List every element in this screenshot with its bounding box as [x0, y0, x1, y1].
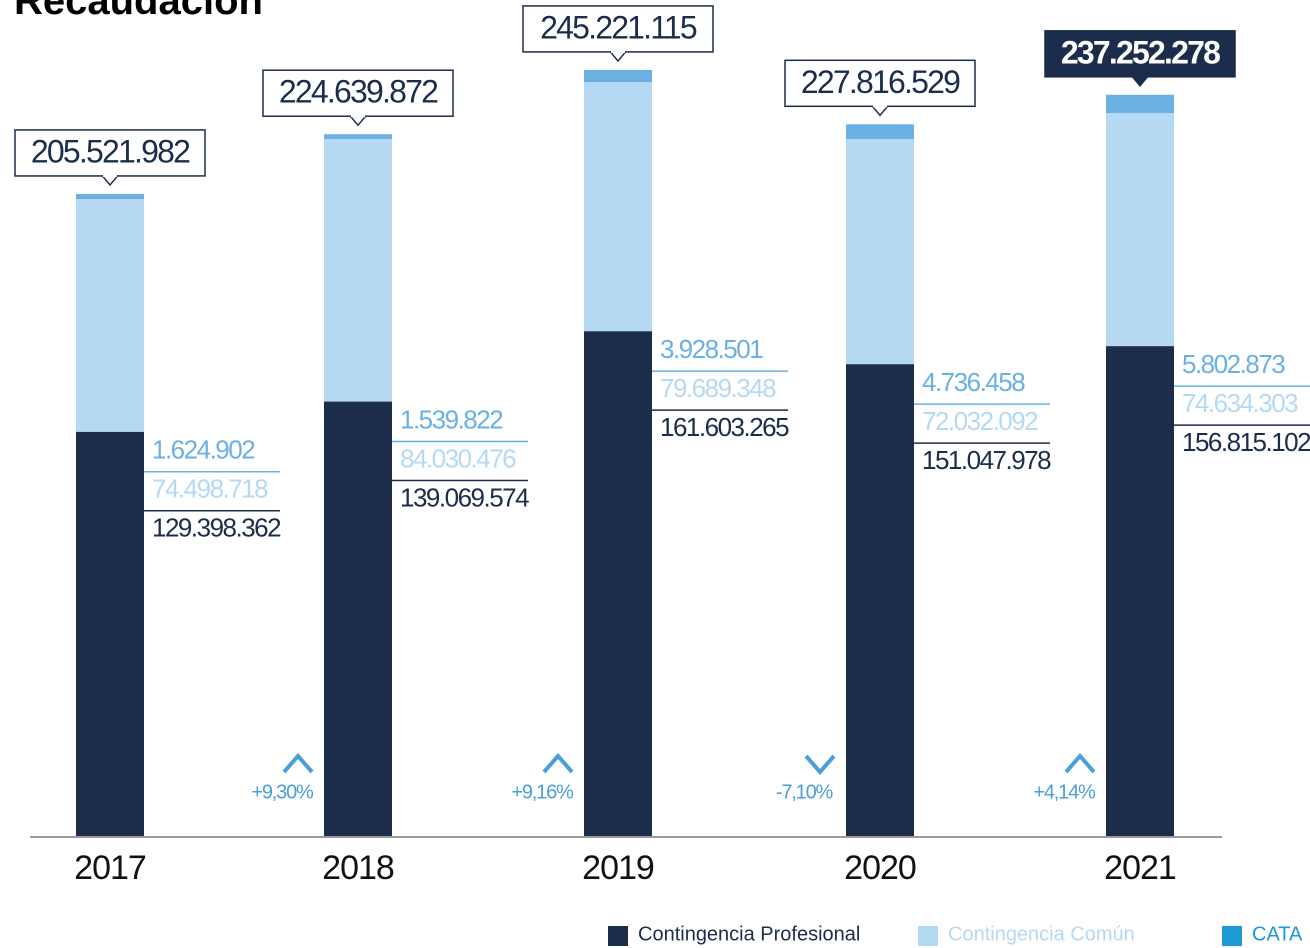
legend-label: CATA: [1252, 923, 1303, 945]
change-arrow: [1064, 752, 1096, 774]
change-label: +4,14%: [1033, 781, 1096, 803]
bar-segment: [324, 401, 392, 836]
pointer-cover: [351, 114, 365, 118]
x-tick-label: 2021: [1104, 849, 1176, 887]
total-box: [784, 59, 976, 108]
change-arrow: [282, 752, 314, 774]
bar-segment: [324, 134, 392, 140]
x-tick-label: 2017: [74, 849, 146, 887]
total-pointer: [101, 174, 119, 187]
segment-label: 3.928.501: [660, 334, 763, 364]
segment-label: 129.398.362: [152, 513, 281, 543]
segment-label: 139.069.574: [400, 482, 529, 512]
total-pointer: [871, 105, 889, 117]
legend-label: Contingencia Común: [948, 923, 1135, 945]
segment-label: 151.047.978: [922, 445, 1051, 475]
chart-title: Recaudación: [14, 0, 263, 23]
pointer-cover: [873, 104, 887, 108]
segment-label: 1.539.822: [400, 404, 503, 434]
segment-label: 74.498.718: [152, 474, 268, 504]
segment-label: 156.815.102: [1182, 427, 1310, 457]
pointer-cover: [611, 49, 625, 53]
bar-segment: [1106, 112, 1174, 347]
legend-swatch: [1222, 926, 1242, 946]
bar-segment: [76, 193, 144, 200]
bar-segment: [1106, 346, 1174, 836]
total-pointer: [349, 115, 367, 127]
change-label: +9,30%: [251, 781, 314, 803]
segment-label: 74.634.303: [1182, 388, 1298, 418]
segment-label: 79.689.348: [660, 373, 776, 403]
total-label: 237.252.278: [1061, 34, 1220, 70]
total-label: 227.816.529: [801, 64, 960, 100]
total-pointer: [609, 50, 627, 63]
total-box: [14, 129, 206, 177]
segment-label: 4.736.458: [922, 367, 1025, 397]
bar-segment: [846, 139, 914, 365]
total-pointer: [1131, 75, 1149, 87]
legend-label: Contingencia Profesional: [638, 923, 860, 945]
segment-label: 1.624.902: [152, 435, 255, 465]
total-label: 245.221.115: [540, 9, 697, 45]
x-tick-label: 2019: [582, 849, 654, 887]
bar-segment: [846, 124, 914, 140]
total-label: 205.521.982: [31, 133, 190, 169]
segment-label: 161.603.265: [660, 412, 789, 442]
legend-swatch: [608, 926, 628, 946]
bar-segment: [1106, 94, 1174, 113]
total-box: [1044, 30, 1236, 78]
segment-label: 72.032.092: [922, 406, 1038, 436]
segment-label: 5.802.873: [1182, 349, 1285, 379]
legend-swatch: [918, 926, 938, 946]
total-box: [262, 69, 454, 117]
bar-segment: [846, 364, 914, 836]
segment-label: 84.030.476: [400, 443, 516, 473]
bar-segment: [324, 139, 392, 402]
bar-segment: [584, 69, 652, 83]
bar-segment: [584, 331, 652, 836]
change-label: -7,10%: [776, 781, 834, 803]
change-arrow: [804, 754, 836, 776]
x-tick-label: 2018: [322, 849, 394, 887]
bar-segment: [584, 82, 652, 332]
pointer-cover: [103, 173, 117, 177]
change-label: +9,16%: [511, 781, 574, 803]
x-tick-label: 2020: [844, 849, 916, 887]
bar-segment: [76, 431, 144, 836]
bar-segment: [76, 199, 144, 432]
total-label: 224.639.872: [279, 74, 438, 110]
total-box: [522, 5, 714, 53]
change-arrow: [542, 752, 574, 774]
